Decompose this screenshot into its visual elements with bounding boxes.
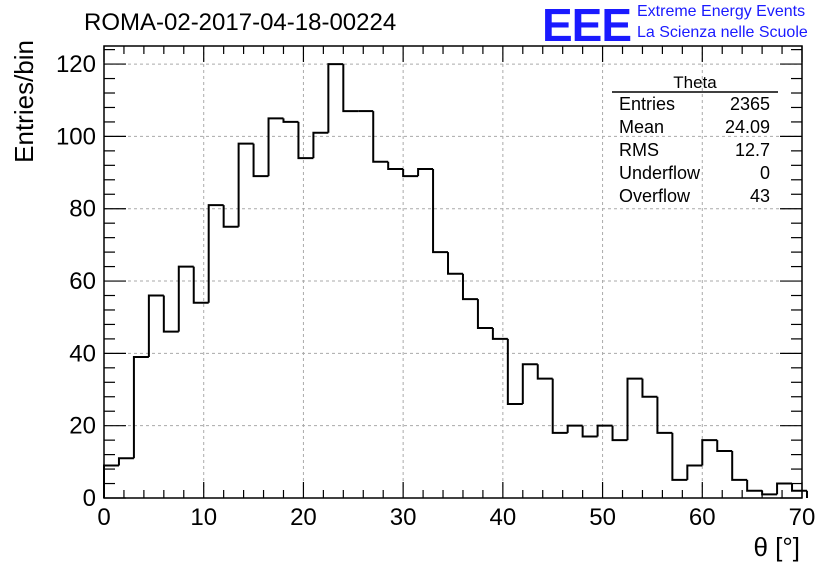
y-tick-label: 0 — [83, 485, 96, 512]
stats-row-value: 0 — [760, 163, 770, 183]
histogram-bin — [761, 490, 778, 496]
histogram-bin — [596, 424, 613, 437]
histogram-bin — [222, 205, 239, 228]
plot-frame — [103, 45, 803, 499]
y-tick-label: 120 — [56, 51, 96, 78]
histogram-bin — [776, 482, 793, 495]
histogram-bin — [417, 167, 434, 177]
x-tick-label: 30 — [390, 504, 417, 531]
logo-caption-line2: La Scienza nelle Scuole — [637, 24, 808, 41]
axes — [103, 45, 803, 499]
stats-row-value: 43 — [750, 186, 770, 206]
histogram-bin — [551, 378, 568, 434]
y-tick-label: 40 — [69, 340, 96, 367]
stats-row-value: 12.7 — [735, 140, 770, 160]
stats-row-label: RMS — [619, 140, 659, 160]
histogram-bin — [566, 424, 583, 433]
histogram-bin — [432, 168, 449, 254]
histogram-bin — [402, 168, 419, 178]
x-tick-label: 10 — [190, 504, 217, 531]
histogram-bin — [716, 440, 733, 452]
histogram-bin — [312, 131, 329, 159]
x-tick-label: 60 — [689, 504, 716, 531]
stats-box-title: Theta — [673, 73, 717, 92]
histogram-bin — [581, 425, 598, 438]
histogram-bin — [267, 117, 284, 177]
y-tick-label: 80 — [69, 196, 96, 223]
x-tick-label: 40 — [490, 504, 517, 531]
histogram-bin — [103, 464, 119, 498]
histogram-bin — [327, 63, 344, 133]
histogram-bin — [746, 479, 763, 492]
y-axis-label: Entries/bin — [9, 40, 39, 163]
histogram-bin — [252, 143, 269, 178]
histogram-bin — [207, 204, 224, 303]
x-tick-label: 50 — [589, 504, 616, 531]
stats-row-label: Mean — [619, 117, 664, 137]
histogram-bin — [237, 142, 254, 227]
stats-row-value: 24.09 — [725, 117, 770, 137]
histogram-bin — [641, 378, 658, 398]
histogram-bin — [282, 118, 299, 123]
histogram-bin — [536, 364, 553, 380]
stats-row-label: Underflow — [619, 163, 701, 183]
x-tick-label: 0 — [97, 504, 110, 531]
histogram-bin — [611, 425, 628, 442]
stats-row-label: Entries — [619, 94, 675, 114]
histogram-bin — [521, 363, 538, 404]
eee-logo: EEE — [542, 0, 632, 51]
histogram-bin — [506, 338, 523, 405]
histogram-bin — [686, 464, 703, 480]
histogram-bin — [177, 265, 194, 332]
y-tick-label: 20 — [69, 413, 96, 440]
stats-row-value: 2365 — [730, 94, 770, 114]
grid-lines — [104, 46, 802, 498]
histogram-bin — [162, 295, 179, 333]
histogram-bin — [447, 252, 463, 275]
stats-box: Theta Entries 2365 Mean 24.09 RMS 12.7 Underflo… — [612, 73, 778, 206]
histogram-bin — [701, 439, 718, 466]
histogram-bin — [476, 299, 493, 330]
y-tick-label: 100 — [56, 123, 96, 150]
histogram-bin — [656, 396, 673, 434]
histogram-bin — [372, 111, 389, 163]
histogram-bin — [387, 161, 404, 170]
x-tick-label: 20 — [290, 504, 317, 531]
histogram-bin — [491, 328, 508, 340]
histogram-bin — [461, 273, 478, 301]
histogram-bin — [731, 450, 748, 481]
histogram-bin — [671, 432, 688, 481]
histogram-bin — [132, 355, 149, 459]
y-tick-label: 60 — [69, 268, 96, 295]
histogram-bars — [103, 63, 808, 498]
histogram-bin — [192, 266, 209, 304]
x-axis-label: θ [°] — [753, 532, 800, 562]
histogram-bin — [147, 294, 164, 357]
stats-row-label: Overflow — [619, 186, 691, 206]
chart-title: ROMA-02-2017-04-18-00224 — [84, 9, 397, 36]
histogram-bin — [297, 121, 314, 160]
histogram-bin — [791, 483, 807, 492]
logo-caption-line1: Extreme Energy Events — [637, 3, 806, 20]
histogram-bin — [342, 64, 359, 113]
histogram-bin — [626, 377, 643, 441]
tick-labels: 0 10 20 30 40 50 60 70 0 20 40 60 80 100 120 — [56, 51, 815, 531]
x-tick-label: 70 — [789, 504, 816, 531]
histogram-bin — [117, 457, 134, 466]
